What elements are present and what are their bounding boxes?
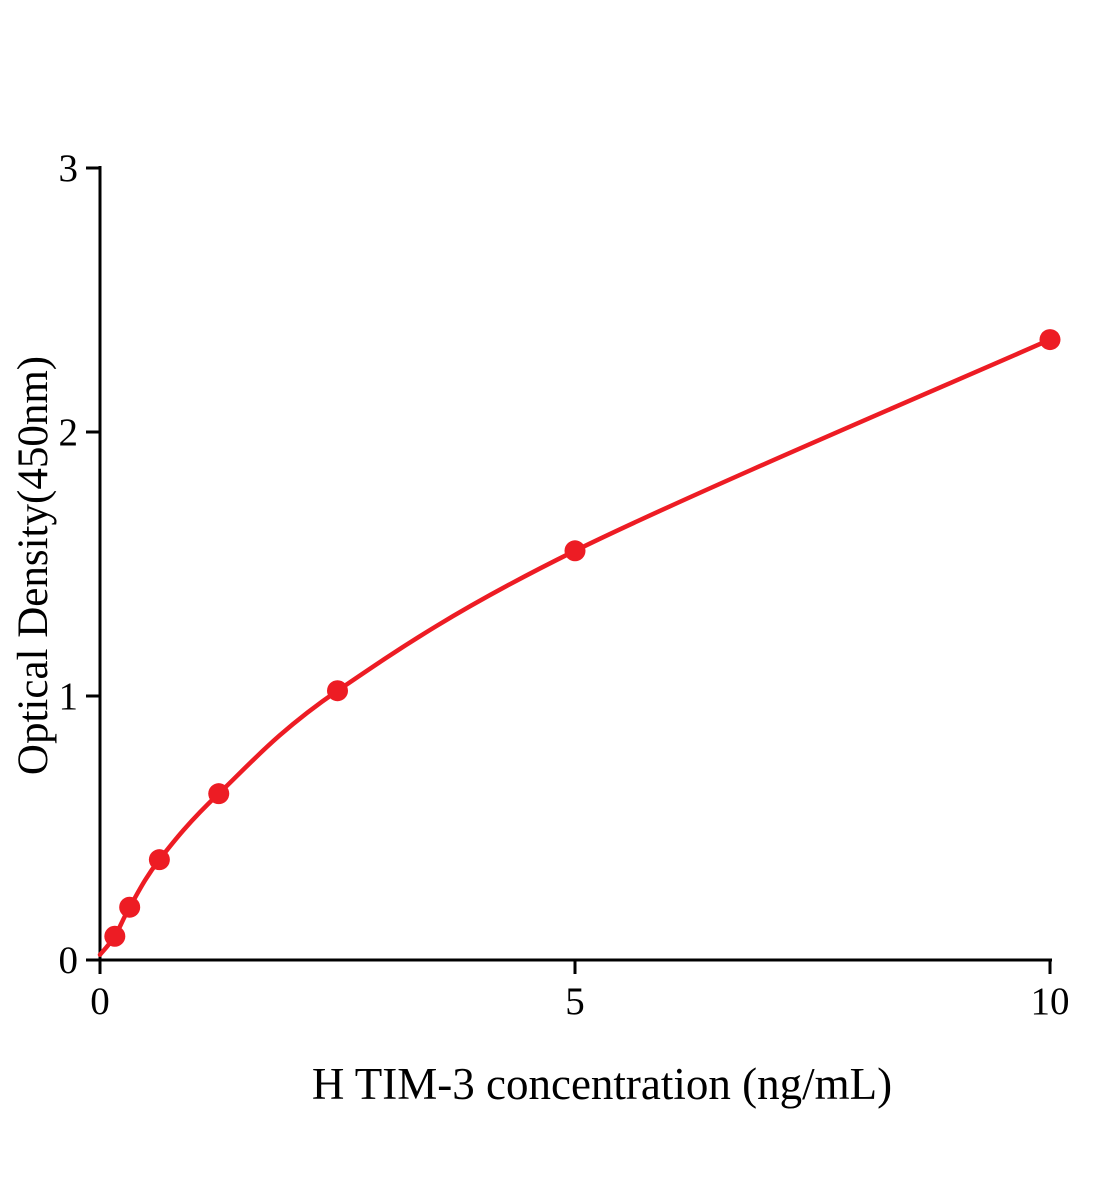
data-point-marker [327,680,348,702]
x-tick-label: 5 [565,980,585,1023]
data-point-marker [148,849,170,871]
y-tick-label: 1 [59,675,79,718]
data-point-marker [564,540,586,562]
standard-curve-line [97,337,1053,957]
data-point-marker [208,783,230,805]
x-tick-label: 10 [1031,980,1070,1023]
data-point-marker [1039,329,1061,351]
y-tick-label: 3 [59,147,79,190]
data-point-marker [104,925,126,947]
y-tick-label: 0 [59,939,79,982]
y-tick-label: 2 [59,411,79,454]
x-tick-label: 0 [90,980,110,1023]
data-point-marker [119,896,141,918]
